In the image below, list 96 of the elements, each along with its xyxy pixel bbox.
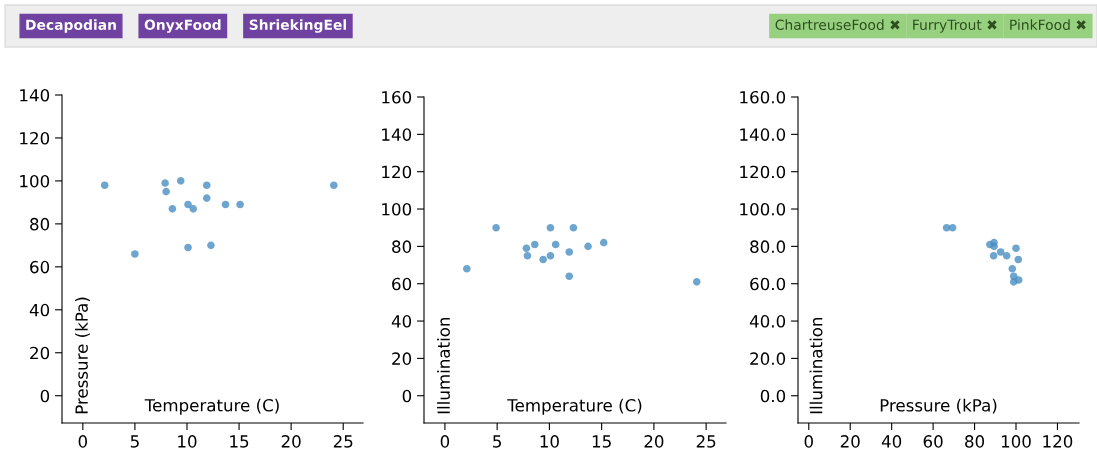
point	[1014, 276, 1023, 284]
y-tick-label: 40.0	[749, 315, 786, 328]
y-tick-label: 120.0	[740, 165, 786, 179]
y-tick-label: 100	[20, 174, 50, 188]
x-tick-label: 0	[78, 435, 88, 448]
point	[330, 181, 338, 190]
point	[569, 223, 578, 232]
text: ChartreuseFood ✖	[775, 19, 900, 31]
point	[1012, 244, 1020, 253]
point	[546, 251, 555, 260]
text: FurryTrout ✖	[913, 19, 997, 33]
y-tick-label: 140.0	[740, 128, 786, 141]
x-tick-label: 40	[881, 435, 902, 448]
point	[492, 223, 500, 232]
x-tick-label: 20	[644, 435, 664, 448]
point	[1002, 251, 1011, 260]
point	[184, 200, 192, 209]
text: OnyxFood	[144, 19, 221, 33]
y-tick-label: 100.0	[740, 202, 786, 216]
point	[100, 181, 109, 190]
y-tick-label: 80	[30, 217, 50, 231]
y-tick-label: 60.0	[750, 277, 786, 291]
y-tick-label: 80	[392, 240, 412, 253]
y-tick-label: 140	[20, 88, 50, 102]
point	[221, 200, 230, 209]
point	[565, 272, 574, 281]
point	[539, 255, 547, 264]
y-tick-label: 160.0	[740, 90, 786, 104]
point	[463, 264, 471, 273]
y-tick-label: 100	[382, 202, 412, 216]
x-tick-label: 80	[965, 435, 985, 448]
y-tick-label: 40	[391, 315, 412, 328]
point	[162, 187, 170, 196]
point	[546, 223, 555, 232]
x-tick-label: 5	[130, 435, 139, 448]
text: Decapodian	[26, 19, 116, 33]
point	[202, 194, 211, 202]
point	[207, 241, 215, 250]
x-tick-label: 20	[840, 435, 860, 448]
point	[522, 244, 531, 253]
y-tick-label: 20	[30, 346, 50, 360]
point	[236, 200, 244, 209]
point	[523, 251, 532, 260]
y-tick-label: 60	[392, 277, 412, 291]
y-tick-label: 20.0	[750, 352, 786, 365]
y-tick-label: 20	[392, 352, 412, 365]
x-tick-label: 15	[592, 435, 611, 448]
point	[1008, 264, 1017, 273]
x-tick-label: 100	[1001, 435, 1031, 448]
point	[989, 251, 998, 260]
y-tick-label: 80.0	[750, 240, 786, 253]
text: ShriekingEel	[249, 19, 346, 33]
point	[1014, 255, 1023, 264]
point	[584, 242, 592, 251]
y-tick-label: 120	[382, 165, 412, 179]
point	[565, 248, 574, 256]
y-axis-title: Illumination	[809, 317, 823, 414]
x-tick-label: 20	[281, 435, 301, 448]
x-tick-label: 5	[493, 435, 501, 448]
y-tick-label: 0	[402, 389, 412, 403]
point	[692, 278, 701, 286]
text: PinkFood ✖	[1010, 19, 1086, 31]
x-axis-title: Temperature (C)	[144, 398, 279, 415]
point	[189, 205, 198, 213]
x-tick-label: 120	[1043, 435, 1073, 448]
y-tick-label: 60	[30, 260, 50, 274]
x-axis-title: Pressure (kPa)	[880, 398, 997, 414]
y-axis-title: Illumination	[437, 317, 450, 414]
x-tick-label: 0	[440, 435, 450, 448]
x-tick-label: 25	[333, 435, 353, 448]
x-tick-label: 10	[178, 435, 197, 448]
x-axis-title: Temperature (C)	[507, 398, 642, 415]
y-tick-label: 160	[382, 90, 412, 104]
point	[176, 177, 185, 185]
x-tick-label: 0	[804, 435, 813, 448]
point	[184, 243, 192, 252]
x-tick-label: 60	[923, 435, 943, 448]
x-tick-label: 10	[540, 435, 559, 448]
y-tick-label: 120	[20, 131, 50, 145]
point	[530, 240, 539, 249]
x-tick-label: 15	[230, 435, 249, 448]
x-tick-label: 25	[696, 435, 716, 448]
point	[202, 181, 211, 190]
y-tick-label: 140	[382, 128, 412, 141]
point	[161, 179, 169, 187]
point	[948, 223, 957, 232]
point	[599, 238, 608, 247]
point	[990, 242, 998, 251]
point	[551, 240, 560, 249]
y-tick-label: 40	[29, 303, 50, 317]
y-axis-title: Pressure (kPa)	[75, 297, 90, 414]
y-tick-label: 0	[40, 389, 50, 403]
y-tick-label: 0.0	[760, 389, 786, 403]
point	[168, 205, 177, 213]
point	[996, 248, 1005, 256]
point	[131, 250, 139, 258]
